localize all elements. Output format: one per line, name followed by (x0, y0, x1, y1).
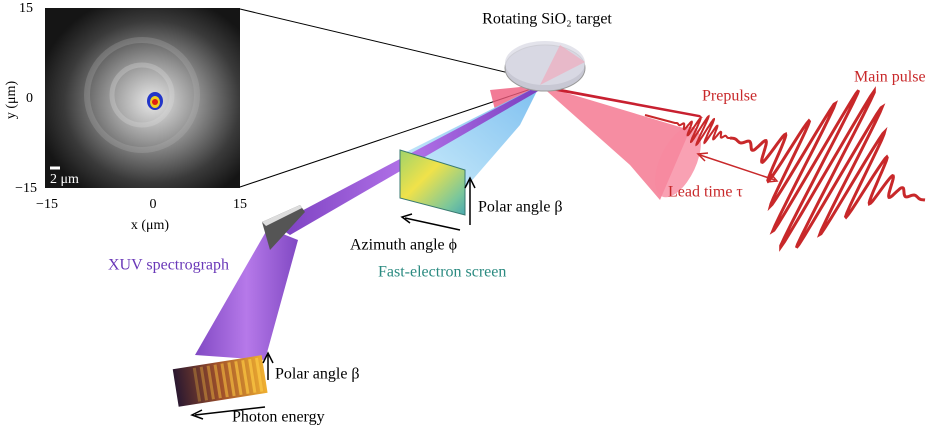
screen-label: Fast-electron screen (378, 264, 506, 281)
main-pulse-wave (730, 90, 925, 247)
lead-time-arrow (698, 153, 777, 182)
x-tick: 0 (150, 197, 157, 212)
azimuth-label: Azimuth angle ϕ (350, 237, 457, 254)
y-label: y (μm) (4, 81, 19, 120)
spectrograph-label: XUV spectrograph (108, 257, 229, 274)
screen-polar-label: Polar angle β (478, 199, 563, 216)
xuv-beam-diffracted (195, 228, 298, 360)
y-tick: −15 (15, 181, 37, 196)
x-label: x (μm) (131, 218, 170, 233)
target-label: Rotating SiO₂ target (482, 11, 612, 28)
arrow (405, 218, 460, 230)
y-tick: 0 (26, 91, 33, 106)
prepulse-label: Prepulse (702, 88, 757, 105)
diagram: 2 μm 15 0 −15 −15 0 15 x (μm) y (μm) Rot… (0, 0, 929, 432)
x-tick: −15 (36, 197, 58, 212)
y-tick: 15 (19, 1, 33, 16)
x-tick: 15 (233, 197, 247, 212)
arrow (700, 155, 775, 180)
main-pulse-label: Main pulse (854, 69, 926, 86)
lead-time-label: Lead time τ (668, 184, 743, 201)
spec-polar-label: Polar angle β (275, 366, 360, 383)
photon-energy-label: Photon energy (232, 409, 325, 426)
scale-bar-label: 2 μm (50, 172, 79, 187)
spot (152, 99, 158, 105)
inset-image (45, 8, 240, 188)
